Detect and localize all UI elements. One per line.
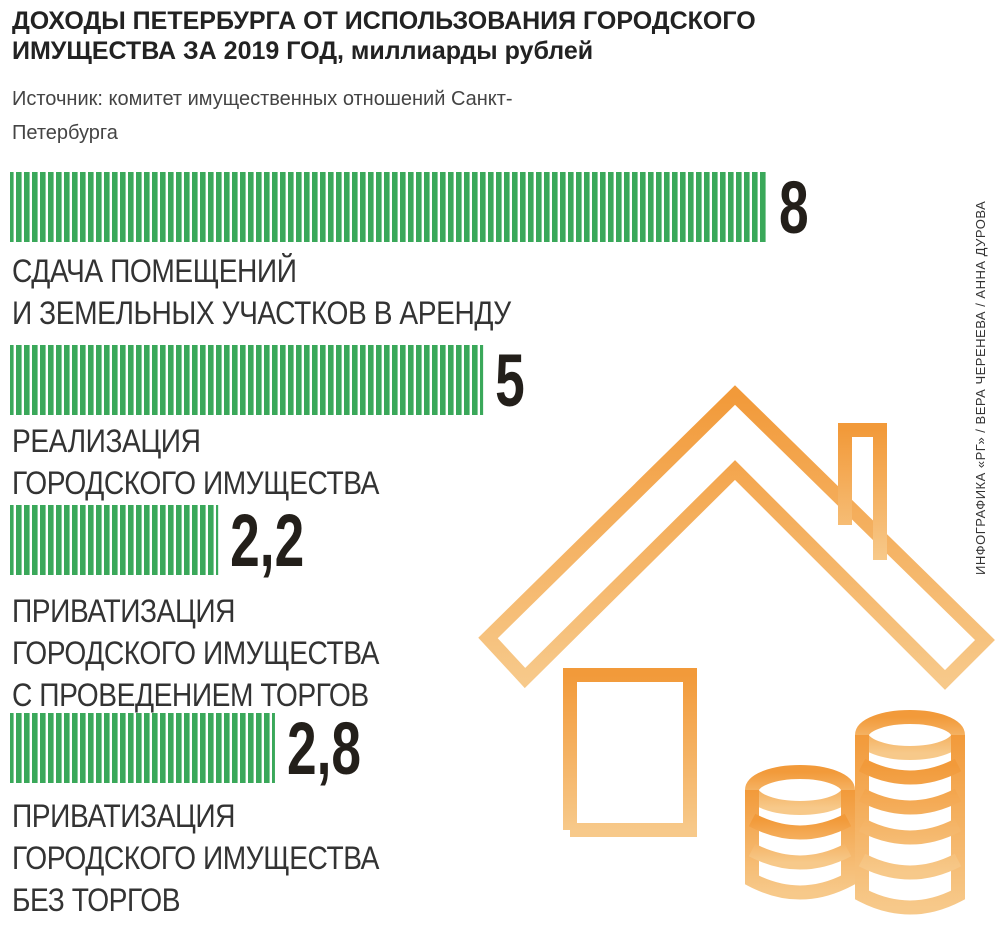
chart-subtitle: Источник: комитет имущественных отношени… [12,88,513,144]
bar [10,172,767,242]
credit: ИНФОГРАФИКА «РГ» / ВЕРА ЧЕРЕНЕВА / АННА … [973,201,988,575]
bar [10,345,484,415]
value-label: 8 [779,166,809,249]
category-label: ПРИВАТИЗАЦИЯ ГОРОДСКОГО ИМУЩЕСТВА С ПРОВ… [12,593,380,713]
value-label: 5 [495,339,525,422]
chart-title: ДОХОДЫ ПЕТЕРБУРГА ОТ ИСПОЛЬЗОВАНИЯ ГОРОД… [12,7,756,65]
bar [10,713,275,783]
category-label: СДАЧА ПОМЕЩЕНИЙ И ЗЕМЕЛЬНЫХ УЧАСТКОВ В А… [12,253,511,331]
value-label: 2,8 [287,707,361,790]
house-illustration [478,385,995,915]
category-label: РЕАЛИЗАЦИЯ ГОРОДСКОГО ИМУЩЕСТВА [12,423,380,501]
value-label: 2,2 [230,499,304,582]
category-label: ПРИВАТИЗАЦИЯ ГОРОДСКОГО ИМУЩЕСТВА БЕЗ ТО… [12,798,380,918]
bar [10,505,219,575]
